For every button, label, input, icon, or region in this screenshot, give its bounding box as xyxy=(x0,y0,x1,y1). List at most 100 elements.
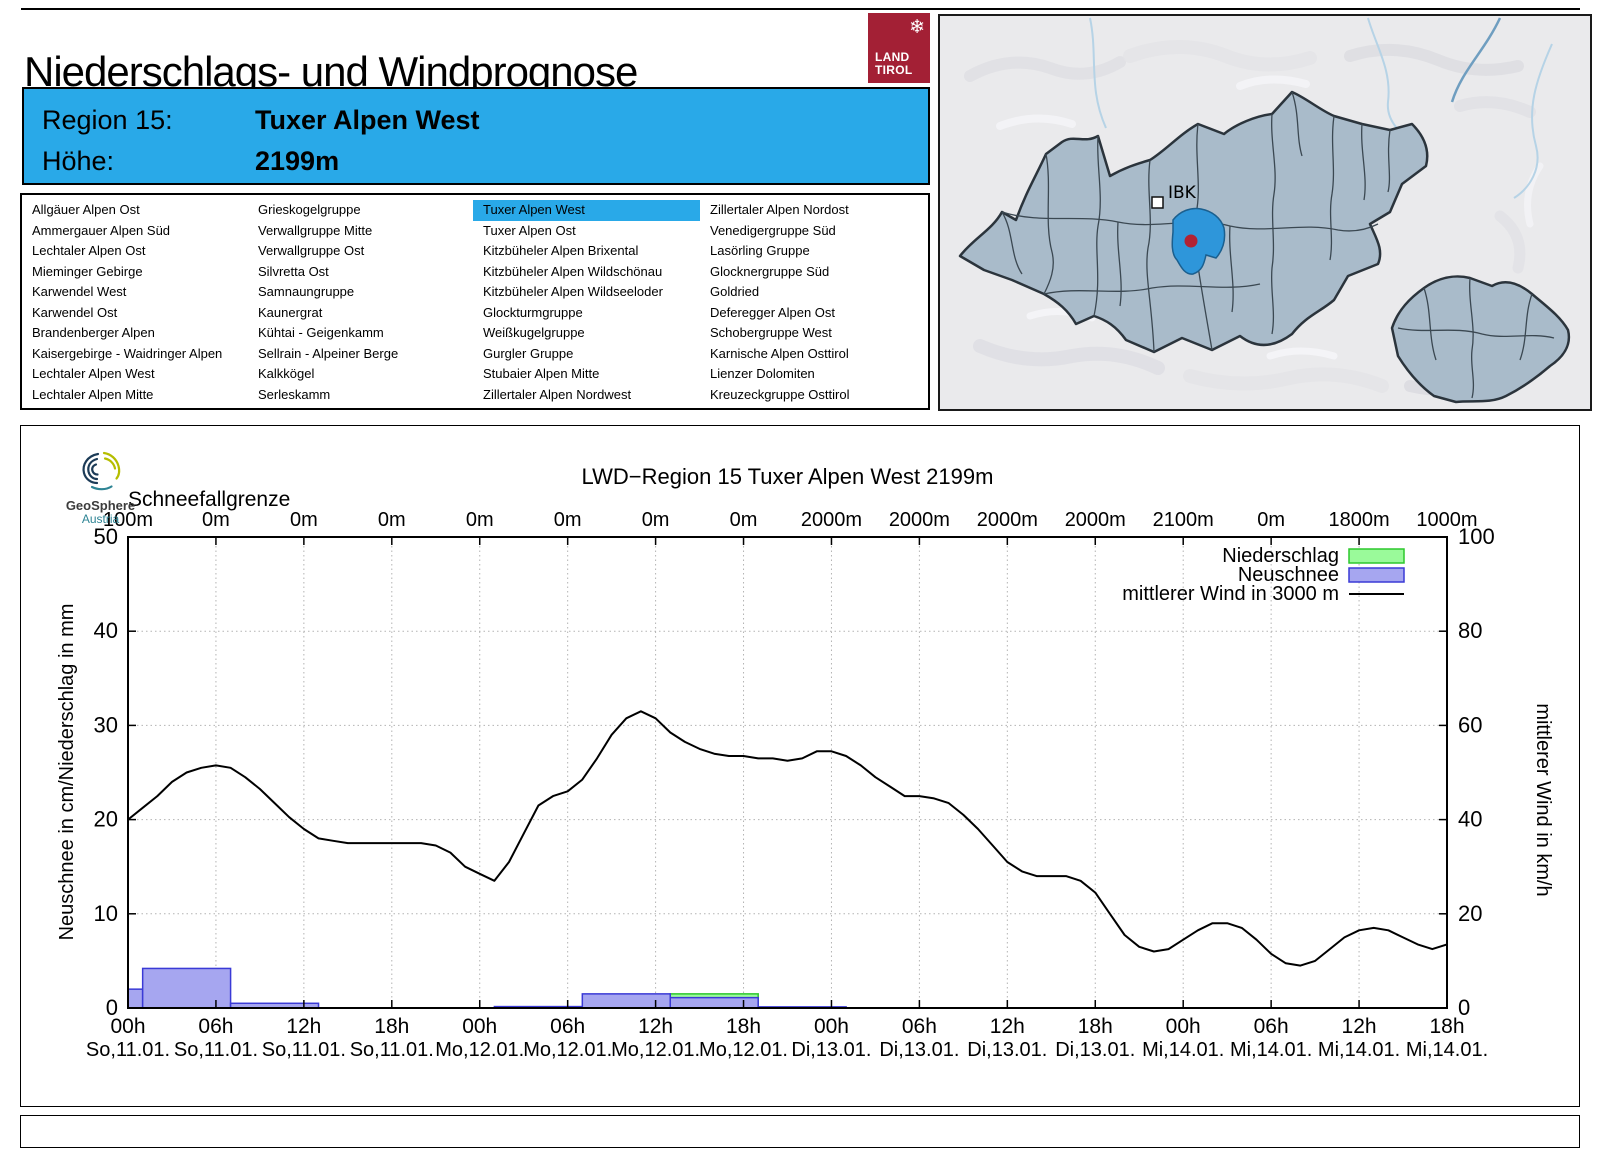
x-date-label: So,11.01. xyxy=(86,1039,170,1061)
region-item-selected[interactable]: Tuxer Alpen West xyxy=(473,200,700,221)
top-axis-title: Schneefallgrenze xyxy=(128,488,290,511)
y-right-tick-label: 60 xyxy=(1458,712,1482,737)
region-item[interactable]: Venedigergruppe Süd xyxy=(710,222,836,238)
region-item[interactable]: Kühtai - Geigenkamm xyxy=(258,325,384,340)
y-right-tick-label: 80 xyxy=(1458,618,1482,643)
region-item[interactable]: Kaunergrat xyxy=(258,304,323,320)
region-borders xyxy=(1001,91,1391,353)
y-right-tick-label: 0 xyxy=(1458,995,1470,1020)
snowline-label: 0m xyxy=(730,509,758,531)
legend-label: Neuschnee xyxy=(1238,564,1339,586)
snowline-label: 1800m xyxy=(1328,509,1389,531)
y-left-tick-label: 30 xyxy=(94,712,118,737)
region-item[interactable]: Karnische Alpen Osttirol xyxy=(710,345,849,361)
x-time-label: 00h xyxy=(110,1015,145,1038)
region-item[interactable]: Gurgler Gruppe xyxy=(483,345,574,361)
snowline-label: 0m xyxy=(466,509,494,531)
region-row: Region 15: Tuxer Alpen West xyxy=(42,105,480,136)
region-item[interactable]: Lechtaler Alpen West xyxy=(32,366,155,381)
forecast-chart: 0 10 20 30 40 50 0 20 40 60 80 100 100m 0m 0m 0m 0m 0m 0m 0… xyxy=(56,464,1554,1061)
region-item[interactable]: Zillertaler Alpen Nordwest xyxy=(483,386,632,402)
neuschnee-bar xyxy=(669,996,759,1009)
x-time-label: 12h xyxy=(638,1015,673,1038)
region-item[interactable]: Samnaungruppe xyxy=(258,284,355,299)
geosphere-mark-icon xyxy=(81,451,120,491)
x-date-label: So,11.01. xyxy=(174,1039,258,1061)
y-right-tick-label: 20 xyxy=(1458,901,1482,926)
snowline-label: 2000m xyxy=(889,509,950,531)
y-left-axis-title: Neuschnee in cm/Niederschlag in mm xyxy=(56,604,78,941)
x-date-label: Mo,12.01. xyxy=(435,1039,524,1061)
region-item[interactable]: Ammergauer Alpen Süd xyxy=(32,222,171,238)
region-item[interactable]: Lechtaler Alpen Ost xyxy=(32,243,146,258)
region-item[interactable]: Zillertaler Alpen Nordost xyxy=(710,202,849,217)
snowflake-icon: ❄ xyxy=(909,17,925,38)
region-item[interactable]: Sellrain - Alpeiner Berge xyxy=(258,345,399,361)
east-tyrol-regions xyxy=(1390,275,1571,404)
chart-title: LWD−Region 15 Tuxer Alpen West 2199m xyxy=(582,464,994,489)
neuschnee-bar xyxy=(127,988,144,1009)
region-item[interactable]: Glocknergruppe Süd xyxy=(710,263,830,279)
region-item[interactable]: Schobergruppe West xyxy=(710,325,832,340)
region-item[interactable]: Silvretta Ost xyxy=(258,263,329,279)
region-item[interactable]: Kitzbüheler Alpen Wildschönau xyxy=(483,263,663,279)
location-dot xyxy=(1184,234,1198,248)
x-date-label: Mi,14.01. xyxy=(1230,1039,1312,1061)
neuschnee-bar xyxy=(581,993,672,1009)
land-tirol-logo: ❄ LAND TIROL xyxy=(868,13,930,83)
elevation-label: Höhe: xyxy=(42,146,115,176)
logo-line2: TIROL xyxy=(875,63,913,77)
snowline-label: 2000m xyxy=(1065,509,1126,531)
ibk-marker xyxy=(1151,196,1164,209)
region-item[interactable]: Karwendel Ost xyxy=(32,304,118,320)
region-item[interactable]: Kaisergebirge - Waidringer Alpen xyxy=(32,345,223,361)
y-left-tick-label: 20 xyxy=(94,807,118,832)
elevation-row: Höhe: 2199m xyxy=(42,146,339,177)
region-item[interactable]: Lasörling Gruppe xyxy=(710,243,810,258)
x-date-label: So,11.01. xyxy=(262,1039,346,1061)
region-item[interactable]: Glockturmgruppe xyxy=(483,304,583,320)
y-left-tick-label: 10 xyxy=(94,901,118,926)
region-item[interactable]: Deferegger Alpen Ost xyxy=(710,304,836,320)
region-item[interactable]: Lienzer Dolomiten xyxy=(710,366,815,381)
region-item[interactable]: Karwendel West xyxy=(32,284,127,299)
x-time-label: 12h xyxy=(286,1015,321,1038)
y-left-tick-label: 0 xyxy=(106,995,118,1020)
region-item[interactable]: Allgäuer Alpen Ost xyxy=(32,202,140,217)
x-time-label: 18h xyxy=(1429,1015,1464,1038)
region-item[interactable]: Verwallgruppe Ost xyxy=(258,243,365,258)
region-item[interactable]: Grieskogelgruppe xyxy=(258,202,361,217)
x-time-label: 18h xyxy=(1078,1015,1113,1038)
plot-border xyxy=(127,536,1448,1009)
x-date-label: Mi,14.01. xyxy=(1142,1039,1224,1061)
snowline-label: 2000m xyxy=(801,509,862,531)
map-highlight-region xyxy=(1171,207,1226,275)
x-time-label: 18h xyxy=(374,1015,409,1038)
legend-label: Niederschlag xyxy=(1222,545,1339,567)
region-item[interactable]: Tuxer Alpen Ost xyxy=(483,222,576,238)
region-item[interactable]: Goldried xyxy=(710,284,760,299)
region-item[interactable]: Kitzbüheler Alpen Brixental xyxy=(483,243,639,258)
snowline-label: 1000m xyxy=(1416,509,1477,531)
legend-swatch xyxy=(1348,567,1405,583)
region-item[interactable]: Lechtaler Alpen Mitte xyxy=(32,386,154,402)
snowline-label: 2000m xyxy=(977,509,1038,531)
region-item[interactable]: Serleskamm xyxy=(258,386,331,402)
region-item[interactable]: Brandenberger Alpen xyxy=(32,325,155,340)
x-date-label: Di,13.01. xyxy=(967,1039,1047,1061)
x-date-label: Mi,14.01. xyxy=(1406,1039,1488,1061)
x-date-label: Mo,12.01. xyxy=(699,1039,788,1061)
region-item[interactable]: Verwallgruppe Mitte xyxy=(258,222,373,238)
region-item[interactable]: Kalkkögel xyxy=(258,366,315,381)
region-item[interactable]: Weißkugelgruppe xyxy=(483,325,585,340)
elevation-value: 2199m xyxy=(255,146,340,176)
region-item[interactable]: Kitzbüheler Alpen Wildseeloder xyxy=(483,284,663,299)
region-item[interactable]: Mieminger Gebirge xyxy=(32,263,143,279)
east-tyrol-outline xyxy=(1390,275,1571,404)
region-value: Tuxer Alpen West xyxy=(255,105,480,135)
region-label: Region 15: xyxy=(42,105,173,135)
region-item[interactable]: Kreuzeckgruppe Osttirol xyxy=(710,386,850,402)
forecast-chart-panel: 0 10 20 30 40 50 0 20 40 60 80 100 100m 0m 0m 0m 0m 0m 0m 0… xyxy=(20,425,1580,1107)
snowline-label: 100m xyxy=(103,509,153,531)
region-item[interactable]: Stubaier Alpen Mitte xyxy=(483,366,600,381)
